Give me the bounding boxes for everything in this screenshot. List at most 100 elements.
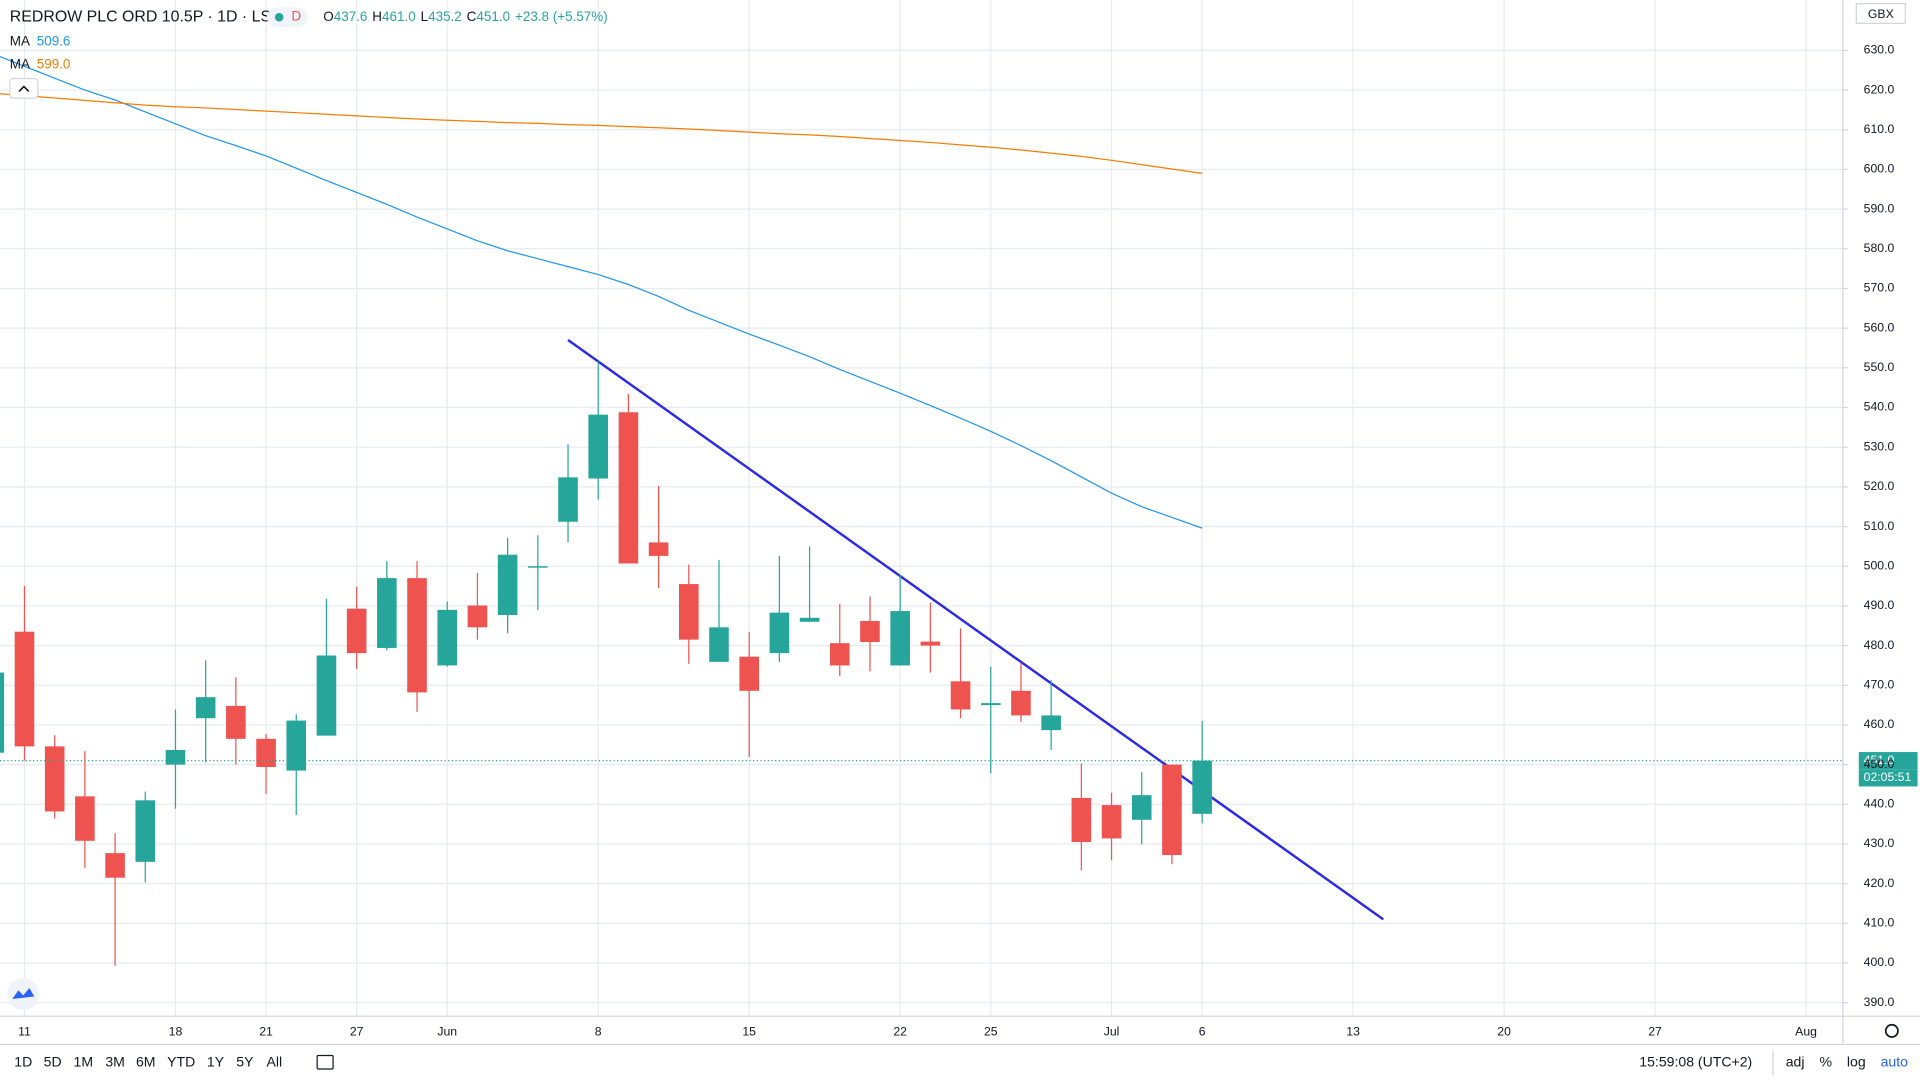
scale-option[interactable]: log bbox=[1847, 1054, 1866, 1070]
candle-body bbox=[1011, 690, 1031, 716]
candle-body bbox=[346, 608, 367, 654]
y-tick-label: 430.0 bbox=[1864, 836, 1895, 850]
scale-option[interactable]: adj bbox=[1786, 1054, 1805, 1070]
ma-name: MA bbox=[10, 57, 30, 72]
candle-body bbox=[558, 477, 578, 522]
y-tick-label: 460.0 bbox=[1864, 717, 1895, 731]
range-button[interactable]: 3M bbox=[105, 1054, 125, 1070]
y-tick-label: 530.0 bbox=[1864, 439, 1895, 453]
change: +23.8 (+5.57%) bbox=[515, 9, 608, 24]
logo[interactable] bbox=[7, 978, 40, 1011]
candle-body bbox=[709, 627, 729, 662]
y-tick-label: 440.0 bbox=[1864, 797, 1895, 811]
x-tick-label: 13 bbox=[1346, 1024, 1360, 1038]
range-button[interactable]: 1M bbox=[73, 1054, 93, 1070]
candle-body bbox=[980, 703, 1001, 706]
candle-body bbox=[1192, 760, 1212, 814]
y-tick-label: 630.0 bbox=[1864, 43, 1895, 57]
ma-value: 599.0 bbox=[37, 57, 71, 72]
candle-body bbox=[648, 542, 669, 556]
calendar-icon[interactable] bbox=[316, 1054, 334, 1070]
y-tick-label: 610.0 bbox=[1864, 122, 1895, 136]
badge: D bbox=[291, 9, 301, 24]
ohlc-value: 435.2 bbox=[428, 9, 462, 24]
ohlc-value: 461.0 bbox=[382, 9, 416, 24]
currency-box bbox=[1855, 3, 1906, 24]
last-price-label: 451.0 bbox=[1864, 753, 1895, 767]
candle-body bbox=[0, 672, 5, 753]
ohlc-label: O bbox=[323, 9, 333, 24]
range-button[interactable]: 6M bbox=[136, 1054, 156, 1070]
x-tick-label: 18 bbox=[169, 1024, 183, 1038]
range-button[interactable]: 5D bbox=[44, 1054, 62, 1070]
y-tick-label: 390.0 bbox=[1864, 995, 1895, 1009]
y-tick-label: 410.0 bbox=[1864, 916, 1895, 930]
y-tick-label: 480.0 bbox=[1864, 638, 1895, 652]
candle-body bbox=[860, 620, 880, 643]
y-tick-label: 490.0 bbox=[1864, 598, 1895, 612]
range-button[interactable]: YTD bbox=[167, 1054, 195, 1070]
chart-title: REDROW PLC ORD 10.5P · 1D · LSE bbox=[10, 8, 282, 25]
candle-body bbox=[165, 749, 186, 765]
scale-option[interactable]: auto bbox=[1881, 1054, 1909, 1070]
candle-body bbox=[467, 605, 488, 628]
ohlc-label: L bbox=[421, 9, 429, 24]
y-tick-label: 580.0 bbox=[1864, 241, 1895, 255]
range-button[interactable]: 1Y bbox=[207, 1054, 225, 1070]
candle-body bbox=[950, 681, 971, 710]
clock: 15:59:08 (UTC+2) bbox=[1639, 1054, 1752, 1070]
y-tick-label: 520.0 bbox=[1864, 479, 1895, 493]
countdown-box bbox=[1858, 769, 1918, 787]
y-tick-label: 420.0 bbox=[1864, 876, 1895, 890]
x-tick-label: 20 bbox=[1497, 1024, 1511, 1038]
candle-body bbox=[195, 697, 216, 719]
candle-body bbox=[799, 617, 820, 622]
axes: 390.0 400.0 410.0 420.0 430.0 440.0 450.0 460.0… bbox=[14, 43, 1908, 1070]
x-tick-label: 27 bbox=[350, 1024, 364, 1038]
badge-dot bbox=[274, 12, 284, 22]
overlay: 451.0 02:05:51 bbox=[0, 752, 1918, 787]
candle-body bbox=[1041, 715, 1061, 731]
candle-body bbox=[618, 412, 639, 564]
settings-icon[interactable] bbox=[1884, 1023, 1899, 1038]
candle-body bbox=[14, 631, 35, 747]
x-tick-label: Aug bbox=[1795, 1024, 1817, 1038]
x-tick-label: 21 bbox=[259, 1024, 273, 1038]
x-tick-label: 27 bbox=[1648, 1024, 1662, 1038]
trendline bbox=[567, 339, 1385, 921]
y-tick-label: 500.0 bbox=[1864, 558, 1895, 572]
collapse-button[interactable] bbox=[9, 77, 39, 99]
candle-body bbox=[377, 578, 397, 648]
collapse-icon bbox=[18, 85, 30, 92]
x-tick-label: 15 bbox=[742, 1024, 756, 1038]
candle-body bbox=[1162, 764, 1182, 856]
candle-body bbox=[44, 746, 65, 812]
y-tick-label: 400.0 bbox=[1864, 955, 1895, 969]
logo-mark bbox=[12, 987, 35, 999]
range-button[interactable]: All bbox=[266, 1054, 282, 1070]
candle-body bbox=[890, 611, 910, 666]
x-tick-label: 11 bbox=[18, 1024, 31, 1038]
range-button[interactable]: 1D bbox=[14, 1054, 32, 1070]
range-button[interactable]: 5Y bbox=[236, 1054, 254, 1070]
ma-name: MA bbox=[10, 33, 30, 48]
ohlc-values: O437.6 H461.0 L435.2 C451.0 +23.8 (+5.57%) bbox=[323, 9, 607, 24]
y-tick-label: 550.0 bbox=[1864, 360, 1895, 374]
x-tick-label: 25 bbox=[984, 1024, 998, 1038]
candle-body bbox=[75, 796, 95, 841]
y-tick-label: 620.0 bbox=[1864, 82, 1895, 96]
currency: GBX bbox=[1868, 7, 1894, 21]
candle-body bbox=[437, 609, 458, 666]
candles bbox=[0, 361, 1212, 966]
legend: REDROW PLC ORD 10.5P · 1D · LSE D O437.6 H4… bbox=[10, 7, 608, 72]
x-tick-label: 6 bbox=[1199, 1024, 1206, 1038]
candle-body bbox=[679, 584, 699, 640]
candle-body bbox=[497, 554, 518, 616]
scale-option[interactable]: % bbox=[1819, 1054, 1832, 1070]
lines bbox=[0, 55, 1385, 921]
candle-body bbox=[588, 414, 609, 479]
y-tick-label: 450.0 bbox=[1864, 757, 1895, 771]
